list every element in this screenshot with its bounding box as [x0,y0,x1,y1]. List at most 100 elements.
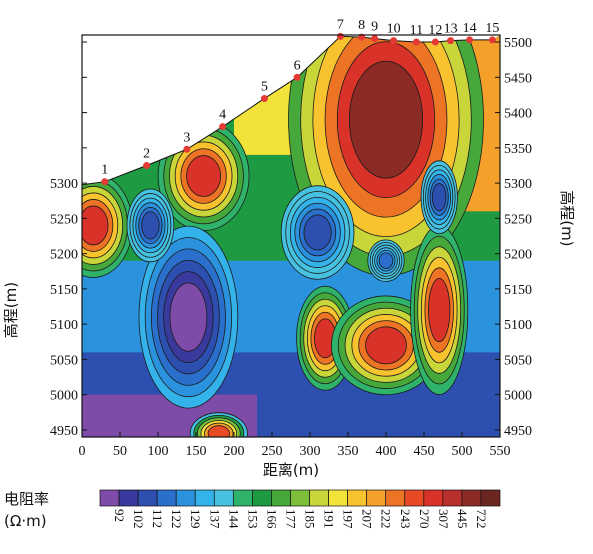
station-label: 14 [463,21,477,36]
y-tick-label-right: 5200 [504,248,532,263]
y-tick-label-right: 5100 [504,318,532,333]
colorbar-tick-label: 270 [417,509,432,529]
y-tick-label-right: 5000 [504,389,532,404]
colorbar-title: 电阻率 [4,490,49,508]
station-marker [488,36,496,44]
colorbar-swatch [137,489,158,507]
colorbar-swatch [423,489,444,507]
colorbar-swatch [366,489,387,507]
station-label: 9 [371,20,378,35]
surface-station: 13 [444,22,458,45]
low-resistivity-anomaly [420,160,458,235]
colorbar-tick-label: 197 [341,509,356,529]
y-tick-label-right: 5250 [504,212,532,227]
colorbar-swatch [461,489,482,507]
contour-band [141,211,160,240]
y-tick-label-left: 5000 [50,389,78,404]
colorbar-swatch [232,489,253,507]
y-tick-label-right: 5050 [504,353,532,368]
station-label: 13 [444,22,458,37]
x-tick-label: 150 [186,444,207,459]
surface-station: 10 [387,22,401,45]
contour-band [169,282,208,352]
plot-frame [81,34,501,438]
station-label: 3 [183,130,190,145]
station-label: 15 [485,21,499,36]
station-label: 12 [428,23,442,38]
colorbar-swatch [213,489,234,507]
colorbar-tick-label: 129 [188,509,203,529]
colorbar-tick-label: 243 [398,509,413,529]
colorbar-tick-label: 207 [360,509,375,529]
colorbar-swatch [271,489,291,507]
contour-band [186,155,222,197]
x-tick-label: 0 [79,444,86,459]
x-tick-label: 250 [262,444,283,459]
terrain-surface-line [81,35,493,186]
colorbar-tick-label: 137 [207,509,222,529]
station-marker [219,123,227,131]
x-tick-label: 200 [224,444,245,459]
high-resistivity-anomaly [330,295,441,396]
y-tick-label-left: 5100 [50,318,78,333]
contour-band [303,214,332,251]
x-tick-label: 400 [376,444,397,459]
colorbar-tick-label: 307 [436,509,451,529]
surface-station: 15 [485,21,499,44]
x-tick-label: 550 [490,444,511,459]
colorbar-tick-label: 445 [455,509,470,529]
colorbar-tick-label: 166 [264,509,279,529]
surface-station: 12 [428,23,442,46]
low-resistivity-anomaly [138,225,239,409]
contour-band [349,60,423,179]
surface-station: 7 [336,17,344,40]
colorbar-swatch [328,489,348,507]
y-tick-label-right: 5350 [504,142,532,157]
colorbar-swatch [175,489,196,507]
contour-plot-area [81,35,500,437]
y-tick-label-left: 5300 [50,177,78,192]
low-resistivity-anomaly [367,239,405,282]
contour-band [365,326,407,365]
surface-station: 4 [219,108,227,131]
surface-station: 3 [183,130,191,153]
colorbar-tick-label: 144 [226,509,241,529]
surface-station: 6 [293,58,301,81]
colorbar-tick-label: 177 [283,509,298,529]
surface-station: 14 [463,21,477,44]
colorbar-swatch [118,489,139,507]
y-tick-label-left: 4950 [50,424,78,439]
station-marker [447,37,455,45]
station-marker [260,94,268,102]
colorbar-legend: 电阻率 (Ω·m) 92 102 112 122 129 137 144 153 166 177 1… [4,489,501,530]
colorbar-swatch [480,489,501,507]
x-tick-label: 350 [338,444,359,459]
contour-band [428,277,451,343]
surface-station: 5 [260,79,268,102]
station-label: 10 [387,22,401,37]
colorbar-tick-label: 722 [474,509,489,529]
contour-band [431,183,447,212]
colorbar-tick-label: 102 [131,509,146,529]
station-marker [371,35,379,43]
colorbar-tick-label: 112 [150,509,165,528]
surface-station: 2 [143,146,151,169]
station-marker [390,37,398,45]
contour-band [82,205,109,246]
colorbar-tick-label: 153 [245,509,260,529]
high-resistivity-anomaly [82,173,133,278]
station-marker [412,38,420,46]
station-marker [466,36,474,44]
contour-band [378,252,394,269]
colorbar-tick-label: 222 [379,509,394,529]
x-tick-label: 100 [148,444,169,459]
colorbar-swatch [309,489,329,507]
colorbar-swatch [347,489,368,507]
y-tick-label-right: 5400 [504,107,532,122]
y-tick-label-right: 5150 [504,283,532,298]
colorbar-swatch [404,489,425,507]
x-axis-title: 距离(m) [263,461,319,479]
station-label: 4 [219,108,226,123]
station-label: 6 [294,58,301,73]
